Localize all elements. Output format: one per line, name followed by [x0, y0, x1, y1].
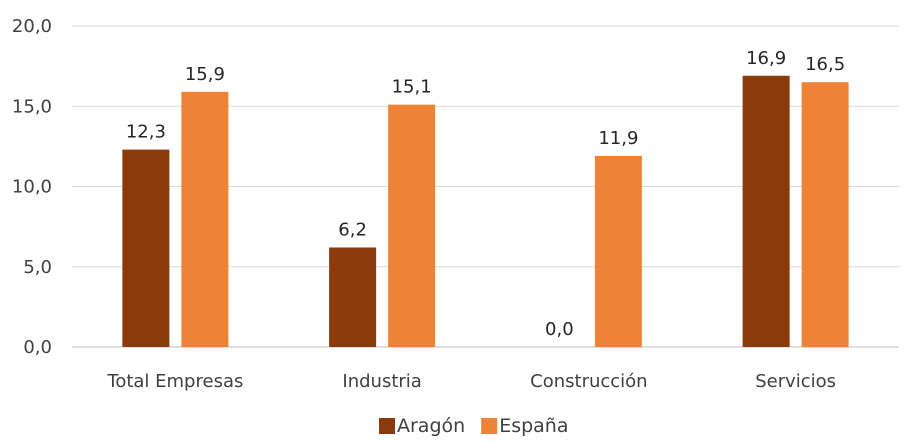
data-label: 16,5 — [805, 54, 845, 75]
bar-espana — [801, 82, 849, 348]
legend-swatch — [481, 418, 498, 434]
legend: Aragón España — [379, 415, 568, 437]
x-category-label: Servicios — [755, 371, 836, 392]
y-tick-label: 5,0 — [23, 257, 52, 278]
y-tick-label: 10,0 — [12, 177, 52, 198]
y-axis-ticks: 0,0 5,0 10,0 15,0 20,0 — [12, 16, 52, 358]
x-category-label: Construcción — [530, 371, 647, 392]
y-tick-label: 0,0 — [23, 337, 52, 358]
bar-espana — [181, 91, 229, 348]
data-label: 15,9 — [185, 64, 225, 85]
category-labels: Total Empresas Industria Construcción Servi… — [106, 371, 836, 392]
y-tick-label: 15,0 — [12, 96, 52, 117]
data-label: 11,9 — [598, 128, 638, 149]
x-category-label: Total Empresas — [106, 371, 243, 392]
bar-aragon — [329, 247, 377, 347]
legend-label: España — [499, 415, 568, 437]
data-label: 16,9 — [746, 48, 786, 69]
data-label: 0,0 — [545, 319, 574, 340]
y-tick-label: 20,0 — [12, 16, 52, 37]
bars — [122, 75, 849, 348]
legend-label: Aragón — [397, 415, 465, 437]
bar-espana — [388, 104, 436, 348]
bar-espana — [594, 156, 642, 347]
legend-swatch — [379, 418, 395, 434]
data-label: 12,3 — [126, 122, 166, 143]
bar-aragon — [122, 149, 170, 347]
bar-aragon — [742, 75, 790, 347]
data-label: 15,1 — [392, 77, 432, 98]
data-label: 6,2 — [338, 219, 367, 240]
data-labels: 12,3 15,9 6,2 15,1 0,0 11,9 16,9 16,5 — [126, 48, 845, 340]
x-category-label: Industria — [342, 371, 421, 392]
